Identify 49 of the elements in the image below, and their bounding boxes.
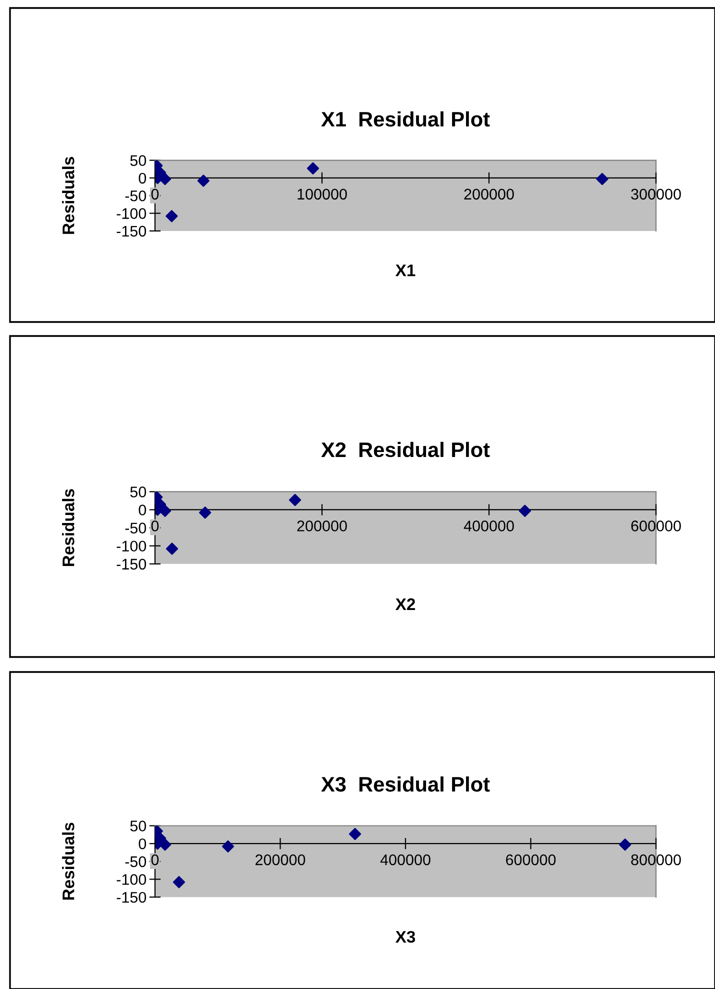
x-tick-label: 0 bbox=[151, 520, 159, 532]
chart-title: X3 Residual Plot bbox=[321, 776, 490, 792]
y-tick-label: -100 bbox=[116, 208, 146, 219]
point bbox=[518, 504, 531, 517]
x-tick-label: 300000 bbox=[631, 188, 681, 200]
chart-title: X1 Residual Plot bbox=[321, 111, 490, 127]
point bbox=[222, 840, 234, 853]
y-tick-label: -50 bbox=[125, 190, 146, 202]
point bbox=[199, 506, 212, 519]
x-axis-title: X3 bbox=[395, 930, 416, 943]
y-tick-label: -50 bbox=[125, 522, 146, 534]
y-axis-title: Residuals bbox=[62, 156, 74, 234]
point bbox=[166, 542, 178, 555]
y-axis-title: Residuals bbox=[62, 489, 74, 566]
point bbox=[197, 174, 210, 187]
y-tick-label: 50 bbox=[130, 820, 146, 832]
y-tick-label: -150 bbox=[116, 558, 146, 570]
x-tick-label: 200000 bbox=[464, 188, 514, 200]
x-tick-label: 600000 bbox=[506, 854, 556, 866]
x-tick-label: 800000 bbox=[631, 854, 681, 866]
y-axis-title: Residuals bbox=[62, 822, 74, 900]
x-tick-label: 600000 bbox=[631, 520, 681, 532]
y-tick-label: -150 bbox=[116, 892, 146, 903]
y-tick-label: 0 bbox=[138, 504, 146, 516]
point bbox=[166, 210, 178, 222]
point bbox=[618, 838, 632, 851]
x-axis-title: X2 bbox=[395, 598, 416, 610]
point bbox=[288, 494, 302, 506]
point bbox=[306, 162, 320, 174]
x-axis-title: X1 bbox=[395, 264, 416, 276]
y-tick-label: -50 bbox=[125, 856, 146, 868]
x-tick-label: 0 bbox=[151, 188, 159, 200]
point bbox=[172, 876, 186, 888]
x-tick-label: 0 bbox=[151, 854, 159, 866]
x-tick-label: 200000 bbox=[256, 854, 306, 866]
chart-title: X2 Residual Plot bbox=[321, 442, 490, 458]
y-tick-label: 50 bbox=[130, 486, 146, 498]
point bbox=[596, 172, 608, 186]
x-tick-label: 400000 bbox=[380, 854, 430, 866]
x-tick-label: 100000 bbox=[298, 188, 347, 200]
x-tick-label: 400000 bbox=[464, 520, 514, 532]
y-tick-label: -150 bbox=[116, 226, 146, 237]
y-tick-label: -100 bbox=[116, 874, 146, 885]
y-tick-label: 0 bbox=[138, 172, 146, 184]
y-tick-label: 0 bbox=[138, 838, 146, 850]
y-tick-label: -100 bbox=[116, 540, 146, 552]
y-tick-label: 50 bbox=[130, 155, 146, 166]
point bbox=[348, 828, 362, 840]
x-tick-label: 200000 bbox=[297, 520, 347, 532]
